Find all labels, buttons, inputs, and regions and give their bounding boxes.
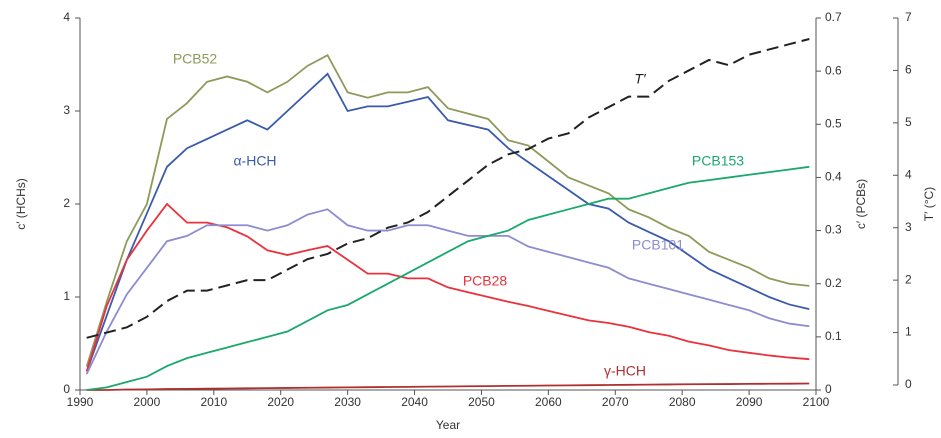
series-label: PCB153 (692, 153, 744, 169)
y-tick-label: 1 (63, 289, 70, 303)
series-line (86, 38, 810, 339)
x-tick-label: 2000 (134, 395, 161, 409)
y2-tick-label: 0.2 (825, 276, 842, 290)
x-tick-label: 2020 (267, 395, 294, 409)
y2-tick-label: 0.5 (825, 116, 842, 130)
y2-tick-label: 0.3 (825, 223, 842, 237)
series-label: PCB101 (632, 237, 684, 253)
y2-tick-label: 0 (825, 382, 832, 396)
y3-tick-label: 2 (905, 272, 912, 286)
y-tick-label: 3 (63, 103, 70, 117)
x-axis-label: Year (436, 418, 460, 432)
y2-tick-label: 0.4 (825, 170, 842, 184)
x-tick-label: 2070 (602, 395, 629, 409)
series-label: γ-HCH (604, 363, 646, 379)
series-label: PCB28 (463, 273, 508, 289)
x-tick-label: 2090 (736, 395, 763, 409)
x-tick-label: 2060 (535, 395, 562, 409)
y3-axis-label: T′ (°C) (922, 187, 936, 221)
series-label: PCB52 (173, 51, 218, 67)
series-label: α-HCH (233, 153, 276, 169)
y3-tick-label: 7 (905, 10, 912, 24)
x-tick-label: 2050 (468, 395, 495, 409)
x-tick-label: 2080 (669, 395, 696, 409)
y2-tick-label: 0.6 (825, 63, 842, 77)
y2-tick-label: 0.7 (825, 10, 842, 24)
series-line (85, 53, 810, 367)
y-tick-label: 4 (63, 10, 70, 24)
x-tick-label: 2100 (803, 395, 830, 409)
y-tick-label: 2 (63, 196, 70, 210)
y2-axis-label: c′ (PCBs) (854, 179, 868, 229)
y3-tick-label: 4 (905, 167, 912, 181)
x-tick-label: 1990 (67, 395, 94, 409)
y3-tick-label: 6 (905, 63, 912, 77)
y-tick-label: 0 (63, 382, 70, 396)
x-tick-label: 2030 (334, 395, 361, 409)
y3-tick-label: 0 (905, 377, 912, 391)
series-line (85, 208, 810, 375)
x-tick-label: 2040 (401, 395, 428, 409)
series-line (86, 382, 810, 391)
y3-tick-label: 3 (905, 220, 912, 234)
y3-tick-label: 5 (905, 115, 912, 129)
y2-tick-label: 0.1 (825, 329, 842, 343)
series-label: T′ (634, 71, 647, 87)
y3-tick-label: 1 (905, 325, 912, 339)
x-tick-label: 2010 (200, 395, 227, 409)
series-line (85, 72, 810, 372)
series-line (86, 165, 810, 391)
series-line (85, 202, 810, 372)
y-axis-label: c′ (HCHs) (14, 178, 28, 230)
